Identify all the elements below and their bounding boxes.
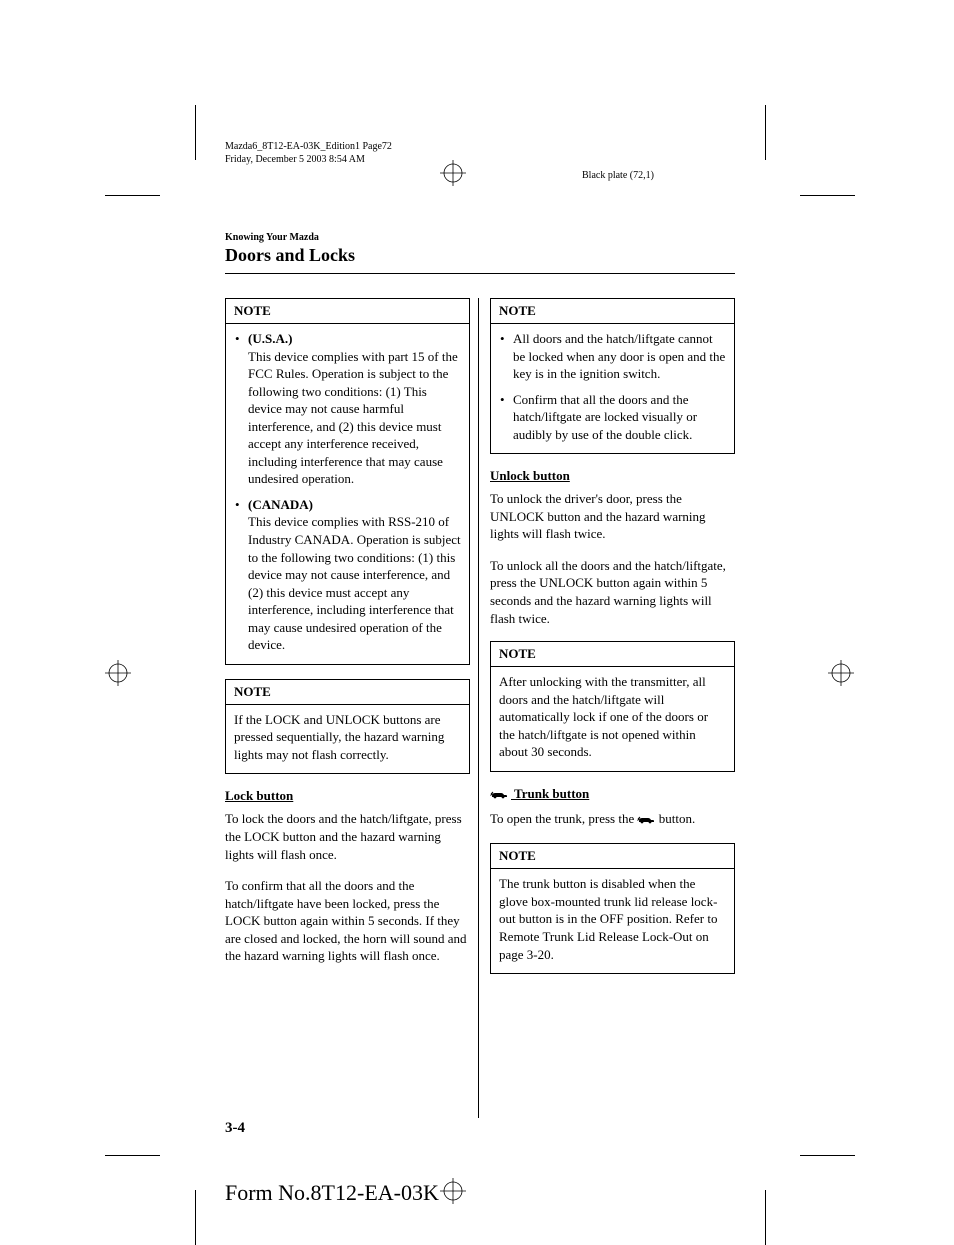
item-text: This device complies with part 15 of the…: [248, 349, 458, 487]
crop-mark: [195, 105, 196, 160]
columns: NOTE (U.S.A.) This device complies with …: [225, 298, 735, 988]
note-body: After unlocking with the transmitter, al…: [491, 667, 734, 771]
form-number: Form No.8T12-EA-03K: [225, 1180, 439, 1206]
meta-line1: Mazda6_8T12-EA-03K_Edition1 Page72: [225, 140, 392, 153]
note-title: NOTE: [491, 642, 734, 667]
crop-mark: [195, 1190, 196, 1245]
registration-mark: [105, 660, 131, 686]
section-supertitle: Knowing Your Mazda: [225, 232, 355, 243]
note-body: The trunk button is disabled when the gl…: [491, 869, 734, 973]
note-item-canada: (CANADA) This device complies with RSS-2…: [234, 496, 461, 654]
right-column: NOTE All doors and the hatch/liftgate ca…: [490, 298, 735, 988]
car-icon: [637, 812, 655, 830]
note-title: NOTE: [226, 299, 469, 324]
crop-mark: [765, 1190, 766, 1245]
note-body: All doors and the hatch/liftgate cannot …: [491, 324, 734, 453]
crop-mark: [765, 105, 766, 160]
car-icon: [490, 788, 508, 804]
note-box-autolock: NOTE After unlocking with the transmitte…: [490, 641, 735, 772]
unlock-para-1: To unlock the driver's door, press the U…: [490, 490, 735, 543]
meta-line2: Friday, December 5 2003 8:54 AM: [225, 153, 392, 166]
lock-button-heading: Lock button: [225, 788, 470, 804]
trunk-button-heading: Trunk button: [490, 786, 735, 804]
unlock-para-2: To unlock all the doors and the hatch/li…: [490, 557, 735, 627]
trunk-heading-text: Trunk button: [511, 786, 589, 801]
trunk-para-1: To open the trunk, press the button.: [490, 810, 735, 830]
note-box-lock-unlock: NOTE If the LOCK and UNLOCK buttons are …: [225, 679, 470, 775]
lock-para-1: To lock the doors and the hatch/liftgate…: [225, 810, 470, 863]
item-text: This device complies with RSS-210 of Ind…: [248, 514, 461, 652]
section-title: Doors and Locks: [225, 245, 355, 266]
section-rule: [225, 273, 735, 274]
note-title: NOTE: [491, 299, 734, 324]
lock-para-2: To confirm that all the doors and the ha…: [225, 877, 470, 965]
note-box-fcc: NOTE (U.S.A.) This device complies with …: [225, 298, 470, 665]
note-item: Confirm that all the doors and the hatch…: [499, 391, 726, 444]
note-body: If the LOCK and UNLOCK buttons are press…: [226, 705, 469, 774]
trunk-text-after: button.: [655, 811, 695, 826]
trunk-text-before: To open the trunk, press the: [490, 811, 637, 826]
registration-mark: [828, 660, 854, 686]
crop-mark: [105, 1155, 160, 1156]
header-meta: Mazda6_8T12-EA-03K_Edition1 Page72 Frida…: [225, 140, 392, 166]
note-box-doors: NOTE All doors and the hatch/liftgate ca…: [490, 298, 735, 454]
crop-mark: [800, 1155, 855, 1156]
black-plate: Black plate (72,1): [582, 170, 654, 181]
item-title: (U.S.A.): [248, 330, 461, 348]
note-title: NOTE: [226, 680, 469, 705]
registration-mark: [440, 160, 466, 186]
note-title: NOTE: [491, 844, 734, 869]
left-column: NOTE (U.S.A.) This device complies with …: [225, 298, 470, 988]
page-number: 3-4: [225, 1120, 245, 1137]
section-header: Knowing Your Mazda Doors and Locks: [225, 232, 355, 266]
registration-mark: [440, 1178, 466, 1204]
unlock-button-heading: Unlock button: [490, 468, 735, 484]
note-box-trunk-disabled: NOTE The trunk button is disabled when t…: [490, 843, 735, 974]
crop-mark: [800, 195, 855, 196]
note-body: (U.S.A.) This device complies with part …: [226, 324, 469, 664]
crop-mark: [105, 195, 160, 196]
item-title: (CANADA): [248, 496, 461, 514]
note-item: All doors and the hatch/liftgate cannot …: [499, 330, 726, 383]
note-item-usa: (U.S.A.) This device complies with part …: [234, 330, 461, 488]
